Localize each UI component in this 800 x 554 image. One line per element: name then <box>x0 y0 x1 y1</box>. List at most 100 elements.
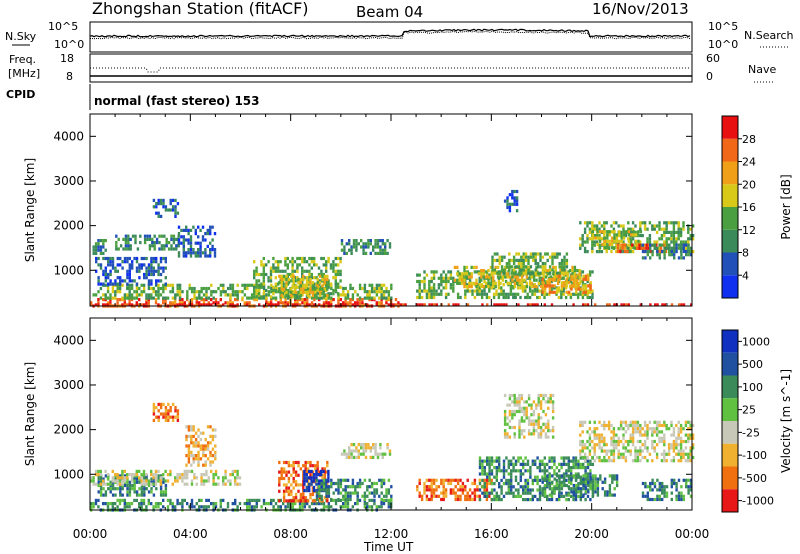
power-cell <box>505 303 508 307</box>
velocity-cell <box>525 409 528 414</box>
power-cell <box>537 281 541 285</box>
velocity-cell <box>510 462 513 466</box>
power-cell <box>255 285 258 289</box>
power-cell <box>135 301 138 305</box>
velocity-cell <box>589 477 592 481</box>
velocity-cell <box>202 505 206 509</box>
power-cell <box>314 287 317 291</box>
velocity-cell <box>574 472 578 476</box>
power-cell <box>318 283 321 287</box>
power-cell <box>547 278 550 282</box>
velocity-cell <box>511 413 514 417</box>
velocity-cell <box>574 459 578 463</box>
velocity-cell <box>586 462 590 466</box>
velocity-cell <box>612 443 616 447</box>
power-cell <box>570 277 573 282</box>
velocity-cell <box>248 505 251 509</box>
velocity-cell <box>205 469 208 473</box>
velocity-cell <box>380 478 383 482</box>
velocity-cell <box>589 462 592 466</box>
power-cell <box>663 234 666 238</box>
velocity-cell <box>171 502 174 506</box>
velocity-cell <box>370 498 374 502</box>
power-cell <box>575 274 578 278</box>
velocity-cell <box>274 502 278 506</box>
velocity-cell <box>567 474 571 478</box>
power-cell <box>157 269 160 273</box>
velocity-cell <box>344 491 347 495</box>
power-cell <box>390 296 393 300</box>
velocity-cell <box>519 494 522 498</box>
velocity-cell <box>190 438 193 442</box>
power-cell <box>504 265 507 269</box>
power-cell <box>121 266 124 270</box>
velocity-cell <box>209 425 212 429</box>
power-cell <box>109 269 112 273</box>
power-cell <box>682 246 685 250</box>
power-cell <box>404 303 407 307</box>
velocity-cell <box>619 455 623 460</box>
power-cell <box>151 237 154 241</box>
velocity-cell <box>357 452 360 456</box>
power-cell <box>265 263 268 267</box>
power-cell <box>157 286 160 291</box>
velocity-cell <box>176 415 180 419</box>
velocity-cell <box>282 470 286 474</box>
velocity-cell <box>493 475 496 479</box>
velocity-cell <box>524 482 527 486</box>
velocity-cell <box>234 479 237 483</box>
power-cell <box>281 292 285 296</box>
velocity-cell <box>582 480 585 484</box>
power-cell <box>206 228 209 232</box>
power-cell <box>536 252 540 256</box>
power-cell <box>565 271 569 275</box>
velocity-cell <box>553 456 556 460</box>
velocity-cell <box>346 485 350 489</box>
power-cell <box>176 290 179 294</box>
power-cell <box>143 241 147 245</box>
velocity-cell <box>536 466 539 470</box>
power-cell <box>145 272 148 277</box>
power-cell <box>491 268 494 272</box>
power-cell <box>241 290 244 294</box>
velocity-cell <box>190 482 194 486</box>
power-cell <box>532 275 536 279</box>
power-cell <box>603 239 607 243</box>
power-cell <box>354 301 357 305</box>
velocity-cell <box>94 469 98 473</box>
power-cell <box>152 272 155 277</box>
velocity-cell <box>603 455 606 460</box>
power-cell <box>109 272 112 277</box>
power-cell <box>147 296 151 300</box>
power-cell <box>128 290 131 294</box>
velocity-cell <box>217 476 220 480</box>
velocity-cell <box>519 485 522 489</box>
velocity-cell <box>187 434 191 438</box>
power-cell <box>394 303 398 307</box>
velocity-cell <box>255 502 258 506</box>
power-cell <box>290 293 293 298</box>
velocity-cell <box>282 483 286 487</box>
velocity-cell <box>199 431 203 435</box>
power-cell <box>323 293 327 298</box>
power-cell <box>346 303 350 307</box>
power-cell <box>293 295 297 299</box>
power-cell <box>313 260 316 264</box>
power-cell <box>452 276 455 280</box>
power-cell <box>297 281 300 285</box>
velocity-cell <box>520 432 524 436</box>
power-cell <box>301 266 304 270</box>
power-cell <box>586 279 589 284</box>
velocity-cell <box>488 462 491 466</box>
velocity-cell <box>570 477 573 481</box>
power-cell <box>90 303 93 307</box>
velocity-cell <box>631 420 635 424</box>
power-cell <box>190 303 194 307</box>
velocity-cell <box>147 482 150 486</box>
power-cell <box>352 245 356 249</box>
power-cell <box>485 295 489 300</box>
power-cell <box>573 275 577 279</box>
velocity-cell <box>309 460 312 465</box>
freq-tick-bottom: 8 <box>66 70 73 83</box>
velocity-cell <box>586 472 590 476</box>
